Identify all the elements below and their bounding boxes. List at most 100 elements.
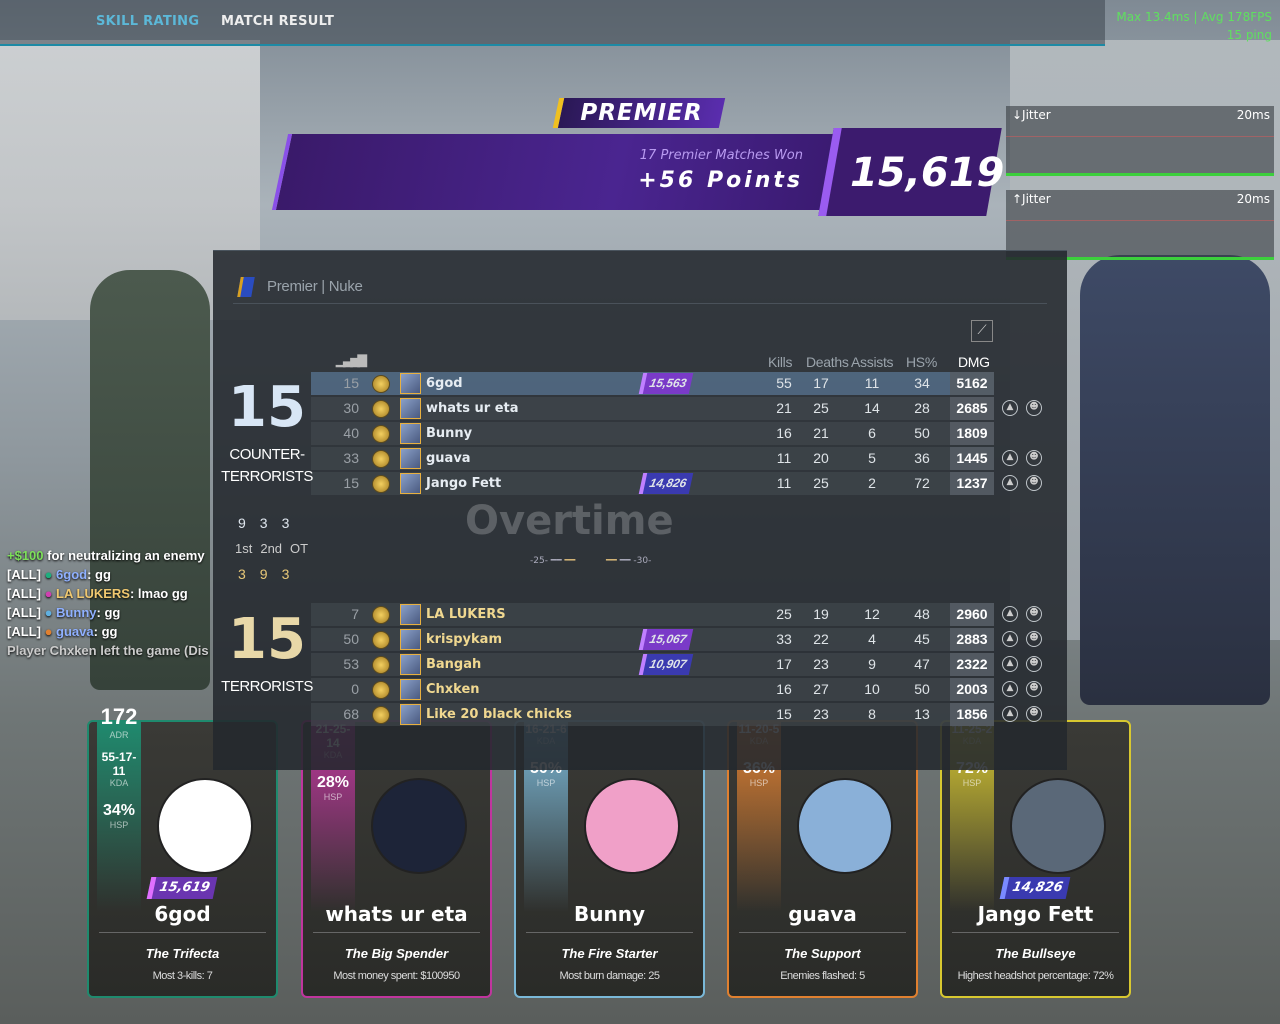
player-profile-icon[interactable]: ☻ [1026, 450, 1042, 466]
player-row[interactable]: 0 Chxken 16 27 10 50 2003 ▲ ☻ [311, 678, 1042, 701]
player-name[interactable]: krispykam [426, 632, 502, 647]
match-mode: Premier | Nuke [267, 278, 363, 295]
player-profile-icon[interactable]: ☻ [1026, 706, 1042, 722]
player-name[interactable]: Jango Fett [426, 476, 502, 491]
player-profile-icon[interactable]: ☻ [1026, 400, 1042, 416]
player-profile-icon[interactable]: ☻ [1026, 681, 1042, 697]
premier-rating-badge: 15,067 [638, 629, 694, 650]
assists: 9 [868, 656, 876, 672]
assists: 6 [868, 425, 876, 441]
player-ping: 53 [343, 656, 359, 672]
player-name[interactable]: Like 20 black chicks [426, 707, 572, 722]
player-avatar[interactable] [400, 373, 421, 394]
player-ping: 50 [343, 631, 359, 647]
player-name[interactable]: LA LUKERS [426, 607, 506, 622]
chart-icon[interactable]: ⟋ [971, 320, 993, 342]
t-team-name: TERRORISTS [221, 678, 313, 695]
hs-percent: 50 [914, 681, 930, 697]
player-row[interactable]: 40 Bunny 16 21 6 50 1809 [311, 422, 994, 445]
player-profile-icon[interactable]: ☻ [1026, 656, 1042, 672]
damage: 2322 [950, 653, 994, 676]
player-avatar[interactable] [400, 398, 421, 419]
player-profile-icon[interactable]: ☻ [1026, 631, 1042, 647]
commend-icon[interactable]: ▲ [1002, 400, 1018, 416]
player-row[interactable]: 68 Like 20 black chicks 15 23 8 13 1856 ▲ ☻ [311, 703, 1042, 726]
player-row[interactable]: 15 6god 15,563 55 17 11 34 5162 [311, 372, 994, 395]
player-avatar[interactable] [400, 704, 421, 725]
player-name[interactable]: 6god [426, 376, 463, 391]
commend-icon[interactable]: ▲ [1002, 450, 1018, 466]
assists: 2 [868, 475, 876, 491]
commend-icon[interactable]: ▲ [1002, 606, 1018, 622]
player-row[interactable]: 7 LA LUKERS 25 19 12 48 2960 ▲ ☻ [311, 603, 1042, 626]
player-row[interactable]: 30 whats ur eta 21 25 14 28 2685 ▲ ☻ [311, 397, 1042, 420]
divider [99, 932, 266, 933]
tab-match-result[interactable]: MATCH RESULT [221, 14, 335, 29]
deaths: 19 [813, 606, 829, 622]
player-avatar[interactable] [400, 473, 421, 494]
assists: 5 [868, 450, 876, 466]
chat-feed: +$100 for neutralizing an enemy [ALL] ● 6… [7, 546, 211, 660]
tab-skill-rating[interactable]: SKILL RATING [96, 14, 200, 29]
player-avatar-large [584, 778, 680, 874]
chat-system-line: Player Chxken left the game (Dis [7, 643, 209, 658]
deaths: 23 [813, 706, 829, 722]
damage: 1445 [950, 447, 994, 470]
damage: 1856 [950, 703, 994, 726]
award-description: Most 3-kills: 7 [152, 970, 213, 982]
player-name[interactable]: Chxken [426, 682, 480, 697]
premier-rating-badge: 14,826 [638, 473, 694, 494]
col-kills: Kills [768, 354, 793, 370]
player-avatar[interactable] [400, 448, 421, 469]
player-profile-icon[interactable]: ☻ [1026, 606, 1042, 622]
player-avatar[interactable] [400, 423, 421, 444]
kills: 33 [776, 631, 792, 647]
player-name[interactable]: Bunny [426, 426, 473, 441]
player-avatar[interactable] [400, 679, 421, 700]
assists: 12 [864, 606, 880, 622]
commend-icon[interactable]: ▲ [1002, 656, 1018, 672]
player-row[interactable]: 50 krispykam 15,067 33 22 4 45 2883 ▲ ☻ [311, 628, 1042, 651]
player-ping: 40 [343, 425, 359, 441]
damage: 1237 [950, 472, 994, 495]
player-name[interactable]: whats ur eta [426, 401, 519, 416]
commend-icon[interactable]: ▲ [1002, 631, 1018, 647]
damage: 2003 [950, 678, 994, 701]
kills: 15 [776, 706, 792, 722]
rank-icon [372, 400, 390, 418]
damage: 1809 [950, 422, 994, 445]
kills: 16 [776, 425, 792, 441]
top-bar: SKILL RATING MATCH RESULT [0, 0, 1105, 46]
deaths: 20 [813, 450, 829, 466]
jitter-label: ↓Jitter [1012, 108, 1051, 122]
player-name[interactable]: guava [426, 451, 471, 466]
premier-rating: 15,619 [850, 150, 1005, 196]
col-dmg: DMG [958, 354, 990, 370]
deaths: 23 [813, 656, 829, 672]
kills: 16 [776, 681, 792, 697]
player-profile-icon[interactable]: ☻ [1026, 475, 1042, 491]
player-avatar[interactable] [400, 629, 421, 650]
commend-icon[interactable]: ▲ [1002, 706, 1018, 722]
chat-line: [ALL] ● 6god: gg [7, 567, 111, 582]
jitter-up-graph: ↑Jitter 20ms [1006, 190, 1274, 260]
player-avatar[interactable] [400, 654, 421, 675]
assists: 4 [868, 631, 876, 647]
hs-percent: 34 [914, 375, 930, 391]
commend-icon[interactable]: ▲ [1002, 681, 1018, 697]
hs-percent: 36 [914, 450, 930, 466]
player-row[interactable]: 53 Bangah 10,907 17 23 9 47 2322 ▲ ☻ [311, 653, 1042, 676]
deaths: 17 [813, 375, 829, 391]
jitter-label: ↑Jitter [1012, 192, 1051, 206]
player-avatar[interactable] [400, 604, 421, 625]
player-row[interactable]: 15 Jango Fett 14,826 11 25 2 72 1237 ▲ ☻ [311, 472, 1042, 495]
jitter-scale: 20ms [1236, 192, 1270, 206]
rank-icon [372, 656, 390, 674]
player-row[interactable]: 33 guava 11 20 5 36 1445 ▲ ☻ [311, 447, 1042, 470]
matches-won: 17 Premier Matches Won [639, 148, 803, 163]
divider [952, 932, 1119, 933]
player-name[interactable]: Bangah [426, 657, 482, 672]
chat-line: [ALL] ● guava: gg [7, 624, 118, 639]
commend-icon[interactable]: ▲ [1002, 475, 1018, 491]
card-player-name: guava [788, 902, 857, 926]
